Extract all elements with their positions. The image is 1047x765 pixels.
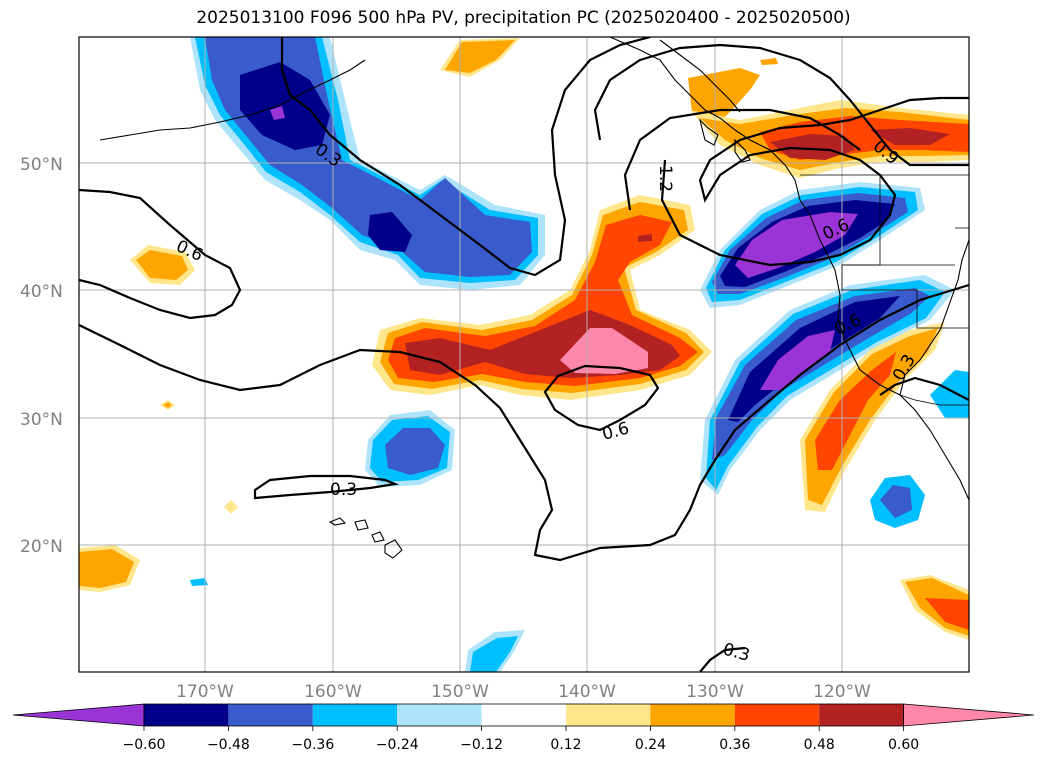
- sky-blob-east: [930, 370, 969, 418]
- lon-label: 170°W: [176, 682, 234, 702]
- pv-contour-0.6-central: [79, 283, 969, 562]
- pv-contour-0.6-inner: [623, 108, 861, 211]
- navy-core-nw: [240, 62, 330, 150]
- precip-negative-coast: [700, 182, 969, 528]
- colorbar: −0.60 −0.48 −0.36 −0.24 −0.12 0.12 0.24 …: [12, 703, 1035, 753]
- colorbar-ticks: [143, 726, 904, 731]
- colorbar-tick-label: −0.12: [460, 737, 503, 753]
- colorbar-tick-label: −0.48: [207, 737, 250, 753]
- colorbar-extend-high: [903, 703, 1035, 727]
- lat-label: 20°N: [20, 537, 63, 557]
- pv-contour-1.2: [660, 96, 969, 267]
- royal-blob-se: [880, 485, 912, 518]
- lat-label: 40°N: [20, 282, 63, 302]
- precip-positive-central: [372, 195, 712, 400]
- colorbar-extend-low: [12, 703, 145, 727]
- pv-contour-0.3-loop: [253, 474, 400, 500]
- orange-band-north-a: [445, 40, 515, 73]
- colorbar-tick-label: 0.48: [804, 737, 835, 753]
- borders: [800, 174, 969, 406]
- colorbar-tick-label: 0.24: [635, 737, 666, 753]
- pv-contour-0.6-west: [79, 188, 242, 320]
- lon-labels: 170°W 160°W 150°W 140°W 130°W 120°W: [176, 682, 871, 702]
- colorbar-segment: [650, 704, 735, 726]
- pv-contour-0.3-east: [699, 646, 746, 672]
- colorbar-frame: [143, 703, 904, 727]
- colorbar-segment: [481, 704, 566, 726]
- orange-band-se: [805, 328, 938, 505]
- lon-label: 120°W: [813, 682, 871, 702]
- yellow-speck-b: [224, 500, 238, 514]
- colorbar-tick-label: −0.36: [291, 737, 334, 753]
- contour-label: 0.6: [600, 419, 631, 445]
- lon-label: 140°W: [558, 682, 616, 702]
- colorbar-segment: [397, 704, 482, 726]
- colorbar-tick-label: −0.60: [123, 737, 166, 753]
- colorbar-tick-label: 0.12: [550, 737, 581, 753]
- royal-blob-hawaii: [385, 428, 445, 475]
- purple-core-coast-a: [735, 212, 858, 278]
- orange-speck-a: [163, 402, 172, 408]
- coastlines: [99, 37, 969, 559]
- colorbar-tick-label: 0.36: [719, 737, 750, 753]
- sky-blob-south-2: [470, 636, 518, 672]
- precip-small-blobs: [79, 245, 525, 672]
- colorbar-segment: [228, 704, 313, 726]
- contour-label: 1.2: [655, 165, 675, 192]
- orange-speck-north: [760, 58, 778, 65]
- redorange-blob-east: [925, 598, 969, 630]
- map-title: 2025013100 F096 500 hPa PV, precipitatio…: [196, 8, 851, 28]
- map-frame: [78, 36, 970, 673]
- firebrick-core-coast2: [870, 128, 950, 145]
- navy-core-nw2: [368, 212, 412, 252]
- orange-blob-sw: [79, 549, 134, 588]
- firebrick-speck-central: [638, 234, 652, 242]
- colorbar-segment: [312, 704, 398, 726]
- colorbar-tick-label: −0.24: [376, 737, 419, 753]
- contour-label: 0.3: [721, 640, 752, 666]
- lat-label: 50°N: [20, 155, 63, 175]
- sky-band-coast-b: [706, 280, 945, 490]
- colorbar-segment: [144, 704, 229, 726]
- colorbar-tick-label: 0.60: [888, 737, 919, 753]
- royal-band-coast-b: [712, 288, 930, 460]
- lon-label: 130°W: [686, 682, 744, 702]
- sky-speck: [190, 578, 208, 586]
- pv-contour-0.6-loop: [543, 364, 660, 432]
- pv-contour-0.9: [593, 43, 969, 167]
- lat-label: 30°N: [20, 410, 63, 430]
- colorbar-segment: [566, 704, 651, 726]
- lat-labels: 50°N 40°N 30°N 20°N: [20, 155, 63, 557]
- colorbar-segment: [819, 704, 904, 726]
- pv-contour-0.3-se: [879, 376, 969, 401]
- purple-core-coast-b: [760, 330, 835, 390]
- firebrick-core-coast: [770, 134, 855, 160]
- colorbar-segment: [734, 704, 820, 726]
- lon-label: 160°W: [304, 682, 362, 702]
- purple-speck-nw: [270, 106, 285, 120]
- contour-label: 0.3: [330, 480, 357, 500]
- graticule: [79, 37, 969, 672]
- pink-core-central: [560, 328, 648, 374]
- pv-contour-0.3-main: [280, 37, 651, 277]
- pv-contours: [79, 37, 969, 672]
- orange-blob-w: [136, 250, 188, 280]
- lon-label: 150°W: [431, 682, 489, 702]
